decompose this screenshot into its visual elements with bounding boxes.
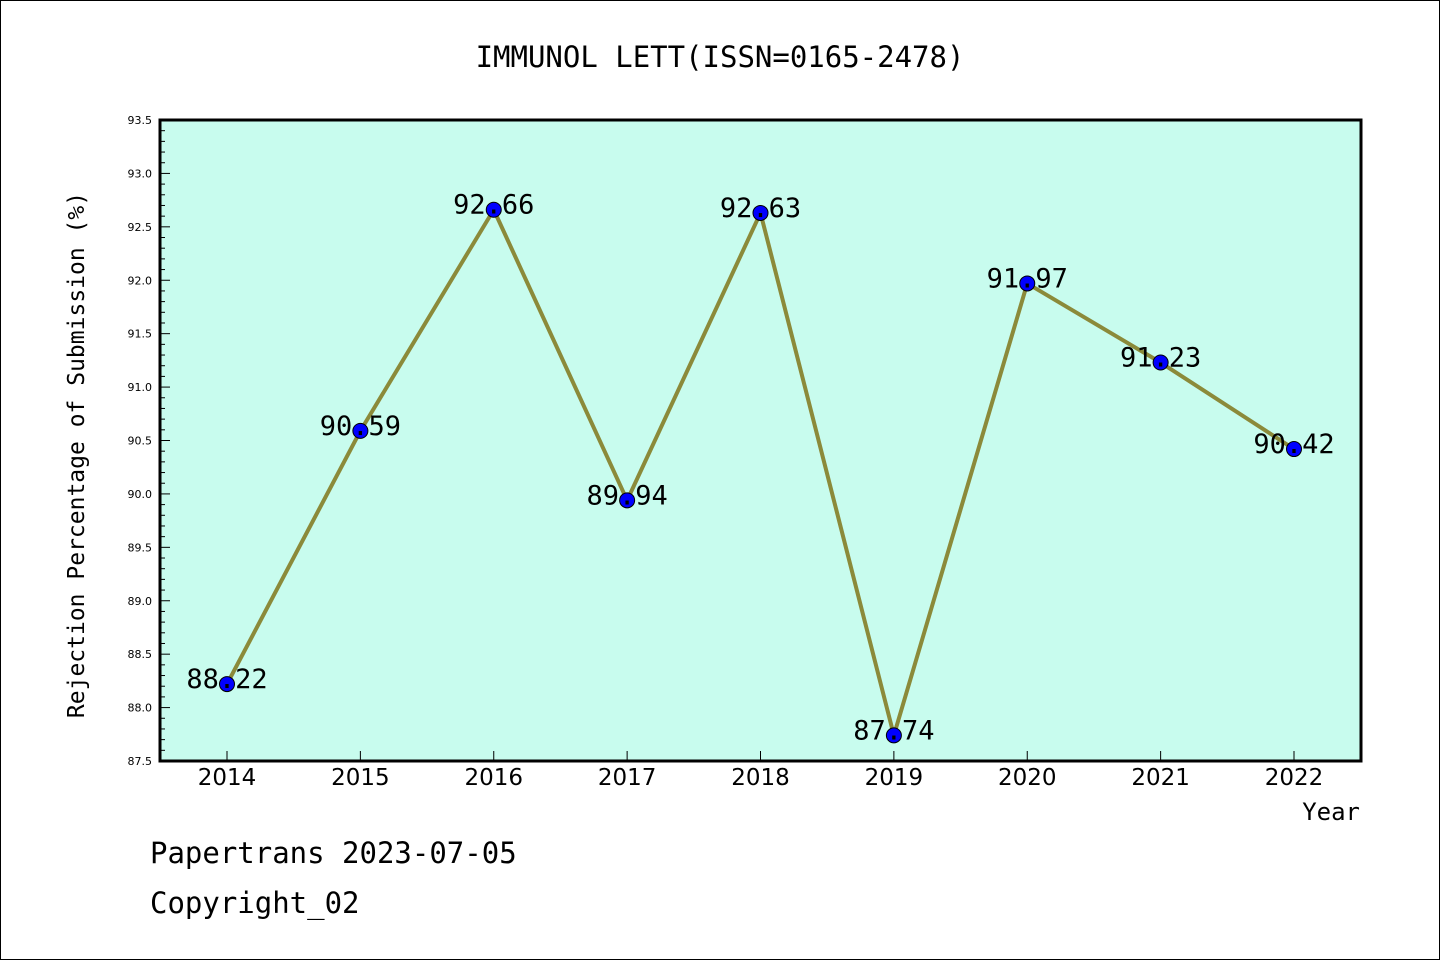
y-tick-label: 92.5 bbox=[128, 221, 153, 234]
chart-title: IMMUNOL LETT(ISSN=0165-2478) bbox=[476, 40, 965, 74]
data-point bbox=[619, 492, 636, 509]
x-axis-ticks: 2014 2015 2016 2017 2018 2019 2020 2021 2022 bbox=[198, 751, 1324, 791]
y-tick-label: 90.0 bbox=[128, 488, 153, 501]
y-tick-label: 93.0 bbox=[128, 167, 153, 180]
y-tick-label: 91.0 bbox=[128, 381, 153, 394]
y-axis-label: Rejection Percentage of Submission (%) bbox=[64, 192, 90, 718]
data-label: 88.22 bbox=[186, 664, 267, 695]
y-tick-label: 88.5 bbox=[128, 648, 153, 661]
y-tick-label: 87.5 bbox=[128, 755, 153, 768]
data-label: 87.74 bbox=[853, 715, 934, 746]
data-labels: 88.22 90.59 92.66 89.94 92.63 87.74 91.97 91.23… bbox=[186, 190, 1334, 747]
x-tick-label: 2014 bbox=[198, 765, 257, 791]
data-label: 91.23 bbox=[1120, 343, 1201, 374]
data-label: 90.42 bbox=[1253, 429, 1334, 460]
data-point bbox=[752, 204, 769, 221]
data-point bbox=[485, 201, 502, 218]
y-tick-label: 88.0 bbox=[128, 702, 153, 715]
footer-copyright-line: Copyright_02 bbox=[150, 886, 360, 920]
data-markers bbox=[219, 201, 1302, 744]
x-tick-label: 2017 bbox=[598, 765, 657, 791]
data-label: 90.59 bbox=[320, 411, 401, 442]
data-label: 91.97 bbox=[987, 263, 1068, 294]
x-tick-label: 2020 bbox=[998, 765, 1057, 791]
y-tick-label: 90.5 bbox=[128, 435, 153, 448]
data-point bbox=[352, 422, 369, 439]
x-tick-label: 2015 bbox=[331, 765, 390, 791]
y-tick-label: 92.0 bbox=[128, 274, 153, 287]
x-tick-label: 2022 bbox=[1265, 765, 1324, 791]
y-tick-label: 89.5 bbox=[128, 541, 153, 554]
plot-area bbox=[158, 118, 1363, 763]
x-tick-label: 2018 bbox=[731, 765, 790, 791]
x-tick-label: 2016 bbox=[464, 765, 523, 791]
x-tick-label: 2021 bbox=[1131, 765, 1190, 791]
footer-date-line: Papertrans 2023-07-05 bbox=[150, 836, 517, 870]
y-axis-ticks: 87.5 88.0 88.5 89.0 89.5 90.0 90.5 91.0 91.5 92.0… bbox=[128, 114, 170, 768]
y-tick-label: 93.5 bbox=[128, 114, 153, 127]
data-point bbox=[1019, 275, 1036, 292]
data-label: 92.66 bbox=[453, 190, 534, 221]
x-axis-label: Year bbox=[1302, 798, 1360, 826]
data-point bbox=[885, 727, 902, 744]
data-label: 92.63 bbox=[720, 193, 801, 224]
data-point bbox=[1152, 354, 1169, 371]
y-tick-label: 91.5 bbox=[128, 328, 153, 341]
y-tick-label: 89.0 bbox=[128, 595, 153, 608]
data-point bbox=[1286, 441, 1302, 458]
data-point bbox=[219, 676, 235, 693]
data-label: 89.94 bbox=[586, 480, 667, 511]
x-tick-label: 2019 bbox=[865, 765, 924, 791]
